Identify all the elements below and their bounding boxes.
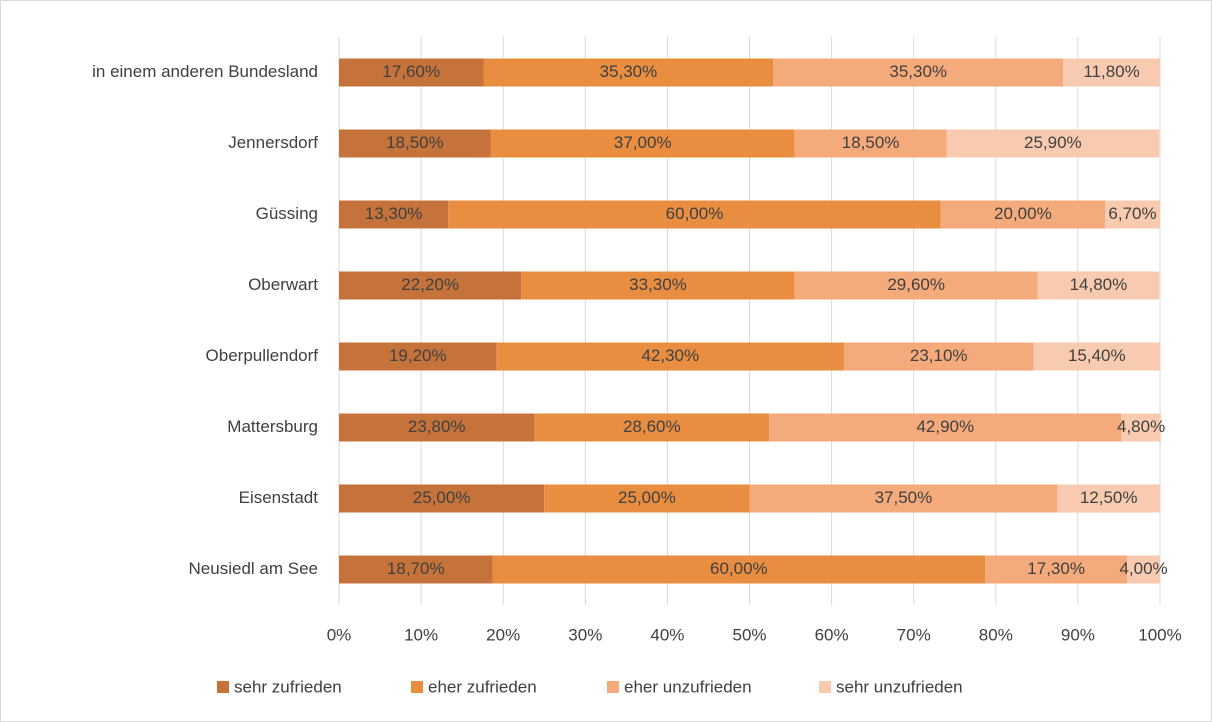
data-label: 23,10% xyxy=(910,346,968,365)
legend-label: sehr zufrieden xyxy=(234,677,342,696)
x-tick-label: 20% xyxy=(486,625,520,644)
bar-segment xyxy=(521,271,795,300)
data-label: 37,50% xyxy=(875,488,933,507)
data-label: 42,30% xyxy=(641,346,699,365)
data-label: 18,70% xyxy=(387,559,445,578)
data-label: 4,00% xyxy=(1119,559,1167,578)
bar-segment xyxy=(1104,200,1160,229)
data-label: 13,30% xyxy=(365,204,423,223)
data-label: 28,60% xyxy=(623,417,681,436)
bar-segment xyxy=(985,555,1128,584)
legend-swatch xyxy=(819,681,831,693)
data-label: 25,00% xyxy=(413,488,471,507)
y-tick-label: Neusiedl am See xyxy=(189,559,318,578)
data-label: 17,30% xyxy=(1027,559,1085,578)
x-tick-label: 0% xyxy=(327,625,352,644)
x-tick-label: 40% xyxy=(650,625,684,644)
legend-swatch xyxy=(607,681,619,693)
bar-segment xyxy=(339,484,545,513)
y-tick-label: Eisenstadt xyxy=(239,488,319,507)
x-tick-label: 100% xyxy=(1138,625,1181,644)
bar-segment xyxy=(483,58,774,87)
x-tick-label: 60% xyxy=(815,625,849,644)
data-label: 4,80% xyxy=(1117,417,1165,436)
bar-segment xyxy=(534,413,770,442)
bar-segment xyxy=(1127,555,1160,584)
bar-segment xyxy=(339,200,449,229)
data-label: 25,00% xyxy=(618,488,676,507)
legend-label: sehr unzufrieden xyxy=(836,677,963,696)
data-label: 20,00% xyxy=(994,204,1052,223)
data-label: 60,00% xyxy=(710,559,768,578)
legend-swatch xyxy=(411,681,423,693)
bar-segment xyxy=(1033,342,1160,371)
bar-segment xyxy=(544,484,750,513)
bar-segment xyxy=(339,413,535,442)
data-label: 6,70% xyxy=(1108,204,1156,223)
data-label: 23,80% xyxy=(408,417,466,436)
bar-segment xyxy=(749,484,1058,513)
data-label: 35,30% xyxy=(600,62,658,81)
y-tick-label: in einem anderen Bundesland xyxy=(92,62,318,81)
data-label: 22,20% xyxy=(401,275,459,294)
data-label: 18,50% xyxy=(842,133,900,152)
bar-segment xyxy=(1057,484,1160,513)
y-tick-label: Oberwart xyxy=(248,275,318,294)
y-tick-label: Güssing xyxy=(256,204,318,223)
x-tick-label: 10% xyxy=(404,625,438,644)
bar-segment xyxy=(794,271,1038,300)
bar-segment xyxy=(773,58,1064,87)
x-tick-label: 90% xyxy=(1061,625,1095,644)
y-tick-label: Mattersburg xyxy=(227,417,318,436)
data-label: 25,90% xyxy=(1024,133,1082,152)
bar-segment xyxy=(1063,58,1160,87)
data-label: 11,80% xyxy=(1083,62,1139,81)
legend-swatch xyxy=(217,681,229,693)
bar-segment xyxy=(940,200,1105,229)
data-label: 29,60% xyxy=(887,275,945,294)
data-label: 42,90% xyxy=(916,417,974,436)
bar-segment xyxy=(496,342,844,371)
bar-segment xyxy=(794,129,947,158)
bar-segment xyxy=(339,129,491,158)
data-label: 37,00% xyxy=(614,133,672,152)
bar-segment xyxy=(946,129,1160,158)
bar-segment xyxy=(1121,413,1161,442)
bar-segment xyxy=(448,200,941,229)
data-label: 19,20% xyxy=(389,346,447,365)
data-label: 12,50% xyxy=(1080,488,1138,507)
data-label: 15,40% xyxy=(1068,346,1126,365)
bar-segment xyxy=(339,58,484,87)
legend-label: eher zufrieden xyxy=(428,677,537,696)
y-tick-label: Jennersdorf xyxy=(228,133,318,152)
x-tick-label: 30% xyxy=(568,625,602,644)
bar-segment xyxy=(339,342,497,371)
bar-segment xyxy=(339,555,493,584)
x-tick-label: 50% xyxy=(732,625,766,644)
bar-segment xyxy=(339,271,522,300)
bar-segment xyxy=(769,413,1122,442)
data-label: 60,00% xyxy=(666,204,724,223)
data-label: 17,60% xyxy=(382,62,440,81)
bar-segment xyxy=(492,555,986,584)
data-label: 35,30% xyxy=(889,62,947,81)
bar-segment xyxy=(490,129,795,158)
x-tick-label: 70% xyxy=(897,625,931,644)
bar-segment xyxy=(843,342,1034,371)
x-tick-label: 80% xyxy=(979,625,1013,644)
data-label: 14,80% xyxy=(1070,275,1128,294)
data-label: 18,50% xyxy=(386,133,444,152)
legend-label: eher unzufrieden xyxy=(624,677,752,696)
data-label: 33,30% xyxy=(629,275,687,294)
bar-segment xyxy=(1037,271,1160,300)
y-tick-label: Oberpullendorf xyxy=(206,346,319,365)
